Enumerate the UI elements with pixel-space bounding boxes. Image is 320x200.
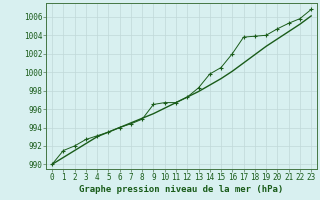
X-axis label: Graphe pression niveau de la mer (hPa): Graphe pression niveau de la mer (hPa): [79, 185, 284, 194]
